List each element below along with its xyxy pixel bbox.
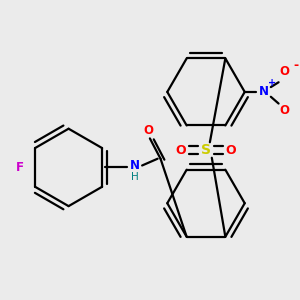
Text: +: + xyxy=(268,78,276,88)
Text: O: O xyxy=(143,124,153,137)
Text: O: O xyxy=(226,143,236,157)
Text: H: H xyxy=(130,172,138,182)
Text: F: F xyxy=(16,161,24,174)
Text: O: O xyxy=(279,104,290,117)
Text: -: - xyxy=(293,59,298,72)
Text: O: O xyxy=(176,143,186,157)
Text: S: S xyxy=(201,143,211,157)
Text: N: N xyxy=(259,85,269,98)
Text: O: O xyxy=(279,65,290,78)
Text: N: N xyxy=(129,159,140,172)
